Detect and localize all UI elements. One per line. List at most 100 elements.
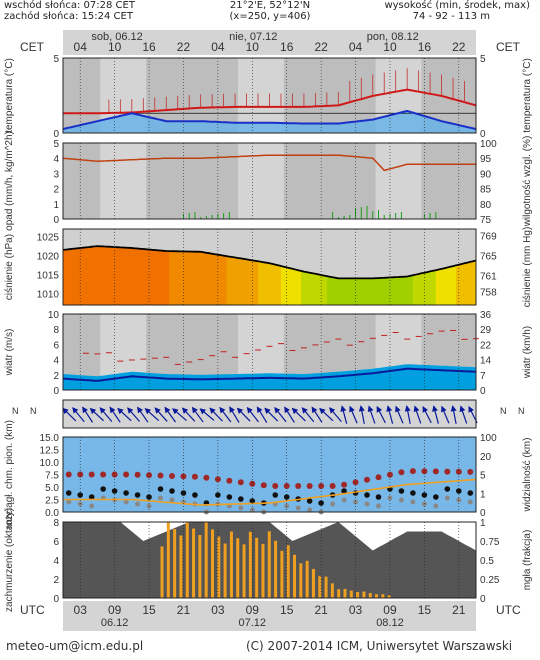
wind-barb (284, 406, 295, 423)
pressure-fill (252, 260, 256, 305)
pressure-fill (263, 262, 268, 305)
cloud-bar (242, 544, 246, 598)
cloud-okta-tick: 2 (53, 575, 59, 586)
cloud-left-tick: 0.0 (45, 508, 59, 519)
pressure-fill (266, 262, 270, 305)
wind-barb (229, 406, 240, 423)
pressure-fill (220, 255, 225, 305)
cloud-bar (311, 568, 315, 598)
wind-barb-head (199, 408, 207, 415)
wind-frame (62, 313, 477, 391)
cloud-low-dot (238, 505, 244, 511)
cloud-top-dot (168, 472, 175, 479)
pressure-fill (424, 272, 428, 305)
wind-barb-head (236, 407, 244, 414)
cloud-base-dot (180, 490, 187, 496)
hour-label-bottom: 21 (314, 603, 328, 617)
cloud-bar (160, 546, 164, 598)
pressure-fill (392, 277, 397, 305)
cloud-low-dot (330, 501, 336, 507)
hour-label-top: 22 (314, 40, 328, 54)
hour-label-bottom: 21 (452, 603, 466, 617)
pressure-fill (235, 257, 239, 305)
pressure-fill (246, 259, 250, 305)
cloud-bar (368, 592, 372, 598)
cloud-bar (166, 522, 170, 598)
compass-n-right: N (500, 406, 507, 416)
wind-barb (191, 406, 204, 423)
wind-barb (236, 407, 251, 422)
cloud-okta-tick: 4 (53, 556, 59, 567)
cloud-left-tick: 15.0 (40, 433, 60, 444)
pressure-left-tick: 1025 (37, 233, 60, 244)
pressure-fill (430, 271, 434, 305)
wind-barb (199, 408, 215, 421)
humidity-right-tick: 95 (480, 154, 492, 165)
wind-barb-head (358, 405, 365, 412)
cloud-bar (293, 554, 297, 598)
pressure-fill (318, 274, 322, 305)
temperature-night-band (63, 58, 101, 133)
pressure-fill (398, 276, 402, 305)
wind-barb (459, 405, 468, 424)
wind-barb-head (468, 405, 474, 413)
pressure-fill (151, 249, 156, 305)
pressure-fill (346, 278, 351, 305)
wind-barb (329, 407, 342, 423)
wind-barb (117, 407, 132, 422)
pressure-fill (106, 246, 110, 305)
bottom-time-strip (63, 601, 476, 631)
pressure-fill (387, 277, 391, 305)
hour-label-bottom: 21 (177, 603, 191, 617)
cloud-ylabel-left: zachmurzenie (oktanty) (4, 508, 15, 612)
hour-label-bottom: 03 (211, 603, 225, 617)
pressure-fill (123, 247, 127, 305)
wind-barb (367, 405, 376, 424)
hour-label-top: 16 (418, 40, 432, 54)
wind-barb-head (349, 405, 355, 413)
wind-barb-head (172, 408, 179, 415)
pressure-fill (309, 272, 313, 305)
wind-barb (154, 407, 168, 422)
hour-label-bottom: 09 (383, 603, 397, 617)
footer-email[interactable]: meteo-um@icm.edu.pl (6, 639, 144, 653)
visibility-right-tick: 100 (480, 433, 497, 444)
pressure-fill (146, 249, 150, 305)
pressure-fill (323, 275, 328, 305)
wind-barb-head (376, 405, 383, 413)
utc-label-left: UTC (20, 603, 45, 617)
cloud-base-dot (410, 490, 416, 496)
pressure-fill (194, 251, 199, 305)
pressure-fill (415, 274, 420, 305)
cloud-top-dot (226, 477, 233, 484)
cloud-base-dot (433, 494, 439, 500)
cloud-top-dot (111, 471, 118, 478)
visibility-right-tick: 20 (480, 452, 492, 463)
cloud-base-dot (134, 492, 141, 498)
cloud-low-dot (66, 499, 72, 505)
pressure-fill (344, 278, 348, 305)
pressure-fill (174, 251, 179, 305)
cloud-okta-tick: 0 (53, 594, 59, 605)
hour-label-bottom: 15 (280, 603, 294, 617)
pressure-fill (209, 253, 213, 305)
cloud-low-dot (158, 495, 164, 501)
sunrise-text: wschód słońca: 07:28 CET (4, 0, 135, 11)
wind-barb-head (62, 407, 69, 415)
precip-left-tick: 2 (53, 185, 59, 196)
wind-barb (82, 406, 94, 423)
cloud-base-dot (306, 498, 313, 504)
pressure-fill (80, 248, 84, 305)
visibility-right-tick: 1 (480, 489, 486, 500)
pressure-fill (315, 273, 319, 305)
pressure-fill (335, 277, 339, 305)
wind-barb-head (301, 407, 308, 414)
pressure-fill (381, 277, 385, 305)
wind-barb-head (386, 405, 393, 412)
pressure-fill (384, 277, 388, 305)
hour-label-bottom: 15 (142, 603, 156, 617)
precip-humidity-night-band (283, 143, 376, 219)
wind-barb-head (329, 407, 336, 414)
wind-barb (72, 407, 85, 423)
pressure-fill (91, 246, 95, 305)
